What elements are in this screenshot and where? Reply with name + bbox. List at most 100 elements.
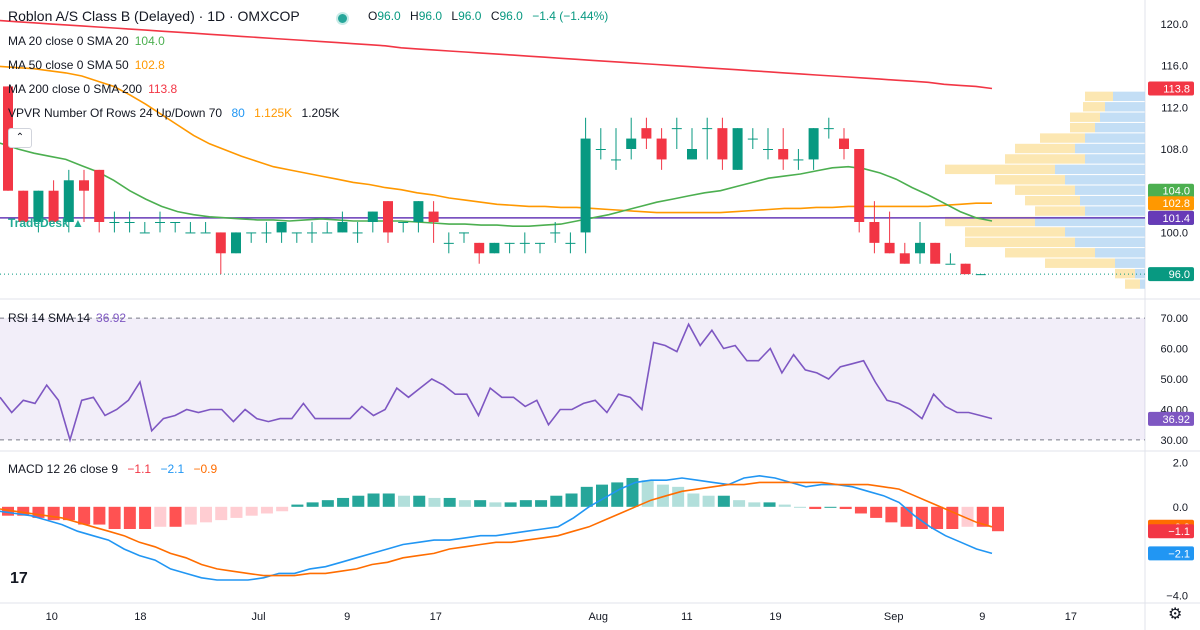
macd-histogram-bar (809, 506, 822, 510)
macd-histogram-bar (458, 500, 471, 507)
macd-histogram-bar (870, 506, 883, 518)
vpvr-down-bar (1075, 143, 1145, 154)
x-tick-label: Sep (884, 611, 904, 623)
candle-body (459, 232, 469, 234)
candle-body (808, 128, 819, 160)
candle-body (231, 232, 241, 254)
candle-body (595, 149, 606, 150)
vpvr-up-bar (1035, 206, 1085, 216)
vpvr-down-bar (1100, 112, 1145, 122)
macd-tick-label: 2.0 (1173, 457, 1188, 469)
candle-body (930, 242, 941, 264)
macd-histogram-bar (123, 506, 136, 529)
candle-body (611, 159, 621, 161)
macd-signal-line (0, 481, 993, 577)
candle-body (717, 128, 728, 160)
macd-tag (1148, 524, 1194, 539)
macd-histogram-bar (946, 506, 959, 529)
rsi-tick-label: 30.00 (1160, 435, 1188, 447)
price-tag (1148, 210, 1194, 225)
macd-histogram-bar (672, 486, 685, 507)
macd-histogram-bar (2, 506, 14, 516)
candle-body (322, 232, 333, 234)
x-tick-label: 18 (134, 611, 146, 623)
candle-body (915, 242, 925, 254)
gear-icon[interactable]: ⚙ (1168, 606, 1183, 623)
x-tick-label: Jul (252, 611, 266, 623)
macd-histogram-bar (748, 502, 761, 507)
tradingview-logo-icon[interactable]: 17 (10, 570, 28, 587)
vpvr-down-bar (1085, 133, 1145, 143)
candle-body (732, 128, 743, 170)
candle-body (945, 263, 956, 265)
macd-histogram-bar (17, 506, 30, 516)
price-tick-label: 112.0 (1161, 102, 1188, 114)
macd-histogram-bar (565, 493, 578, 507)
macd-legend[interactable]: MACD 12 26 close 9 −1.1 −2.1 −0.9 (8, 462, 218, 476)
macd-histogram-bar (93, 506, 106, 525)
macd-histogram-bar (337, 497, 350, 507)
macd-histogram-bar (443, 497, 456, 507)
macd-histogram-bar (306, 502, 319, 507)
market-status-icon (336, 12, 349, 25)
x-tick-label: 9 (344, 611, 350, 623)
vpvr-down-bar (1113, 91, 1145, 102)
macd-histogram-bar (62, 506, 75, 521)
candle-body (48, 190, 59, 222)
vpvr-up-bar (965, 227, 1065, 237)
candle-body (702, 128, 713, 130)
macd-histogram-bar (184, 506, 197, 525)
macd-histogram-bar (276, 506, 289, 512)
candle-body (185, 232, 196, 234)
price-tag (1148, 81, 1194, 96)
macd-histogram-bar (32, 506, 45, 518)
tradedesk-label: TradeDesk ▲ (8, 216, 84, 230)
macd-tag-label: −2.1 (1168, 548, 1190, 560)
candle-body (747, 138, 758, 140)
macd-histogram-bar (885, 506, 898, 523)
price-tick-label: 108.0 (1160, 144, 1188, 156)
vpvr-up-bar (1070, 112, 1100, 122)
macd-histogram-bar (260, 506, 273, 514)
candle-body (33, 190, 44, 222)
price-tick-label: 116.0 (1161, 61, 1188, 73)
vpvr-up-bar (1125, 279, 1140, 289)
x-tick-label: 17 (1065, 611, 1077, 623)
candle-body (975, 274, 986, 276)
candle-body (854, 149, 865, 222)
candle-body (519, 242, 530, 244)
rsi-legend[interactable]: RSI 14 SMA 14 36.92 (8, 311, 127, 325)
chevron-up-icon[interactable]: ⌃ (8, 128, 32, 148)
candle-body (109, 222, 120, 223)
macd-histogram-bar (139, 506, 152, 529)
vpvr-legend[interactable]: VPVR Number Of Rows 24 Up/Down 70 80 1.1… (8, 106, 340, 120)
candle-body (823, 128, 834, 130)
vpvr-up-bar (1085, 91, 1113, 102)
vpvr-down-bar (1095, 122, 1145, 133)
macd-histogram-bar (961, 506, 974, 527)
candle-body (504, 242, 515, 244)
macd-histogram-bar (596, 484, 608, 507)
vpvr-down-bar (1055, 164, 1145, 175)
ma50-legend[interactable]: MA 50 close 0 SMA 50 102.8 (8, 58, 165, 72)
candle-body (565, 242, 576, 244)
candle-body (170, 222, 181, 223)
candle-body (550, 232, 561, 234)
candle-body (960, 263, 971, 275)
vpvr-up-bar (945, 164, 1055, 175)
candle-body (869, 222, 880, 243)
candle-body (94, 169, 105, 222)
ma20-legend[interactable]: MA 20 close 0 SMA 20 104.0 (8, 34, 165, 48)
vpvr-down-bar (1075, 237, 1145, 248)
candle-body (687, 149, 697, 160)
x-tick-label: 17 (430, 611, 442, 623)
ma200-legend[interactable]: MA 200 close 0 SMA 200 113.8 (8, 82, 178, 96)
macd-histogram-bar (519, 500, 532, 507)
macd-histogram-bar (245, 506, 258, 516)
price-tag-label: 101.4 (1162, 213, 1190, 225)
macd-histogram-bar (717, 495, 730, 507)
vpvr-down-bar (1085, 206, 1145, 216)
candle-body (641, 128, 652, 139)
ma200-line (0, 19, 993, 90)
